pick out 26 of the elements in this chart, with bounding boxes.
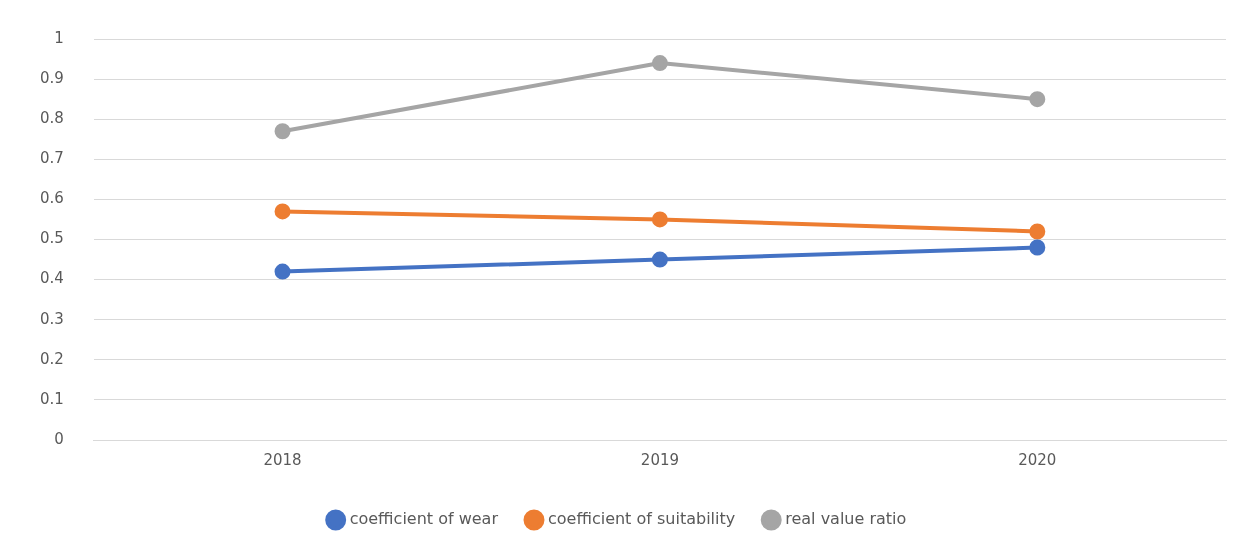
- point: [651, 251, 668, 268]
- y-tick-label: 0.4: [40, 269, 64, 288]
- legend-label: coefficient of wear: [349, 509, 499, 529]
- point: [651, 55, 668, 72]
- y-tick-label: 1: [54, 28, 64, 47]
- x-tick-label: 2018: [263, 450, 302, 469]
- y-tick-label: 0.2: [40, 349, 64, 368]
- x-tick-label: 2020: [1018, 450, 1057, 469]
- y-tick-label: 0.3: [40, 309, 64, 328]
- legend-label: real value ratio: [785, 509, 907, 529]
- point: [274, 263, 291, 280]
- y-tick-label: 0.7: [40, 149, 64, 168]
- y-tick-label: 0.1: [40, 389, 64, 408]
- point: [274, 203, 291, 220]
- y-tick-label: 0: [54, 429, 64, 448]
- y-tick-label: 0.6: [40, 189, 64, 208]
- x-tick-label: 2019: [640, 450, 680, 469]
- point: [1029, 91, 1046, 108]
- point: [274, 123, 291, 140]
- point: [1029, 223, 1046, 240]
- point: [1029, 239, 1046, 256]
- y-tick-label: 0.5: [40, 229, 64, 248]
- legend-label: coefficient of suitability: [548, 509, 736, 529]
- y-tick-label: 0.8: [40, 109, 64, 128]
- point: [651, 211, 668, 228]
- y-tick-label: 0.9: [40, 68, 64, 87]
